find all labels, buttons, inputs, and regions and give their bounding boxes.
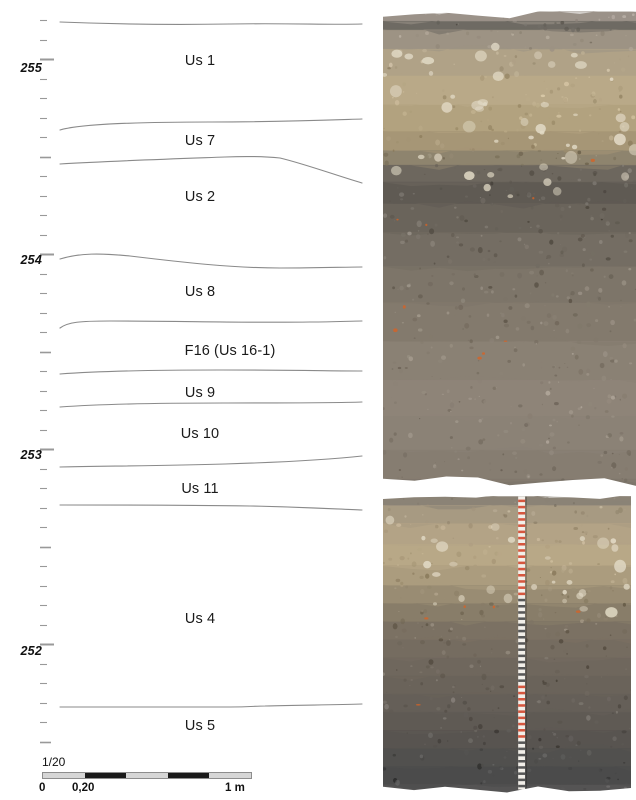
unit-label-us-10: Us 10 [180,426,220,442]
scale-bar-segment [84,773,127,778]
scale-bar-graphic [42,772,252,779]
elevation-label: 253 [20,448,42,462]
section-drawing-panel: 255 254 253 252 Us 1 Us 7 Us 2 Us 8 F16 (Us 16-… [20,19,363,799]
section-drawing-svg [40,19,363,744]
boundary-top [59,21,363,25]
boundary-us11-us4 [59,504,363,511]
boundary-us7-us2 [59,156,363,184]
scale-bar-tick-label: 1 m [225,782,245,794]
elevation-label: 254 [20,253,42,267]
boundary-us8-f16 [59,320,363,329]
elevation-label: 255 [20,61,42,75]
section-photograph-upper-image [383,6,636,489]
boundary-us10-us11 [59,455,363,468]
section-photograph-lower-image [383,492,631,794]
boundary-us4-us5 [59,703,363,708]
section-photograph-upper [383,6,636,489]
unit-label-us-7: Us 7 [184,133,216,149]
unit-label-us-11: Us 11 [181,481,219,497]
scale-bar-tick-label: 0,20 [72,782,95,794]
unit-label-us-5: Us 5 [184,718,216,734]
unit-label-us-8: Us 8 [184,284,216,300]
scale-bar-tick-label: 0 [39,782,46,794]
unit-label-us-4: Us 4 [184,611,216,627]
section-photograph-lower [383,492,631,794]
scale-bar-segment [209,773,251,778]
unit-label-us-2: Us 2 [184,189,216,205]
photograph-panel [376,0,636,800]
scale-bar-segment [43,773,85,778]
boundary-us2-us8 [59,253,363,269]
scale-bar-segment [126,773,168,778]
boundary-us9-us10 [59,401,363,408]
scale-bar-segment [167,773,210,778]
unit-label-us-1: Us 1 [184,53,216,69]
scale-bar-title: 1/20 [42,755,66,769]
boundary-us1-us7 [59,118,363,131]
scale-bar: 1/20 0 0,20 1 m [39,755,257,799]
stratigraphic-boundary-lines [59,21,363,708]
elevation-axis-ticks [40,19,54,744]
elevation-label: 252 [20,644,42,658]
unit-label-f16: F16 (Us 16-1) [184,343,276,359]
unit-label-us-9: Us 9 [184,385,216,401]
boundary-f16-us9 [59,369,363,375]
